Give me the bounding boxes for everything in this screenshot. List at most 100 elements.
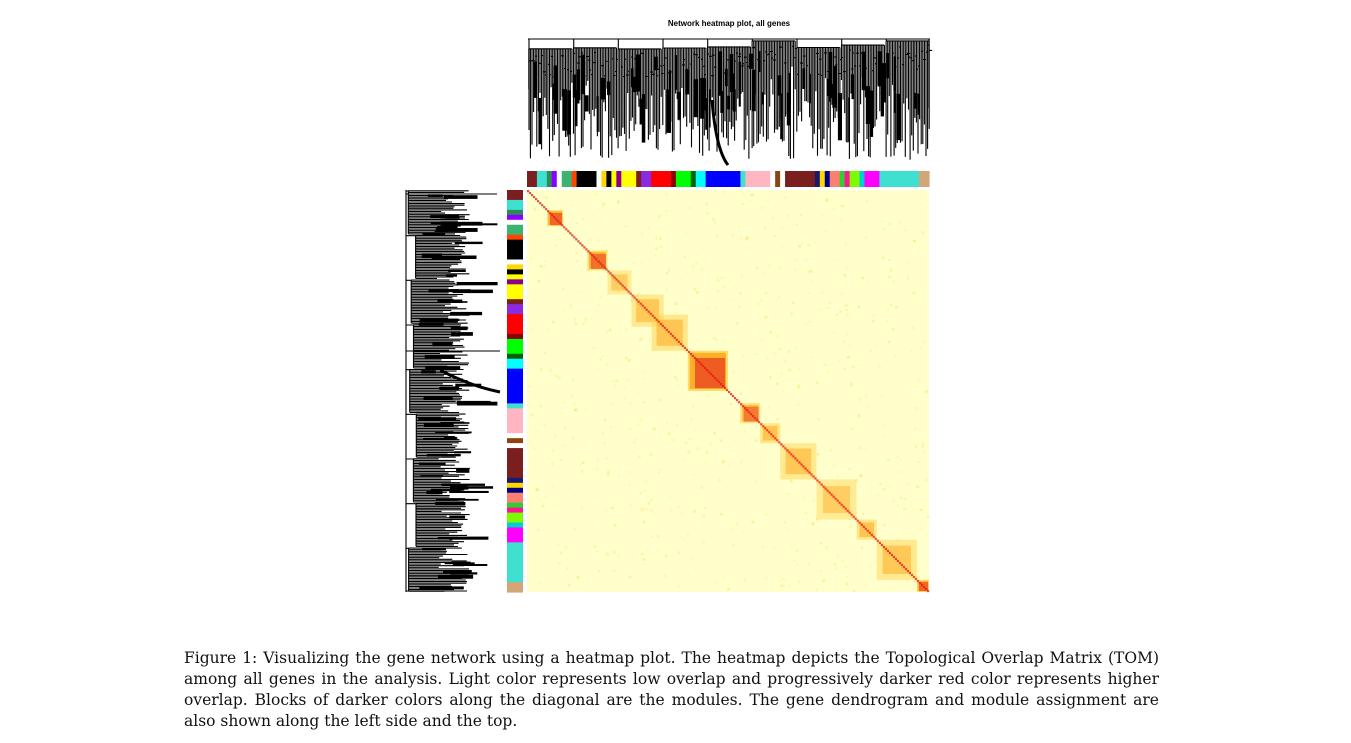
- diagonal-cell: [837, 500, 839, 502]
- dendrogram-leaf-cluster: [607, 81, 611, 95]
- heatmap-cell: [669, 496, 671, 498]
- heatmap-cell: [545, 496, 546, 497]
- dendrogram-leaf-cluster: [636, 55, 640, 92]
- heatmap-cell: [925, 479, 928, 482]
- diagonal-cell: [638, 301, 640, 303]
- heatmap-cell: [789, 404, 790, 405]
- module-color-segment: [507, 403, 523, 409]
- heatmap-cell: [862, 513, 864, 515]
- heatmap-cell: [795, 211, 796, 212]
- diagonal-cell: [587, 250, 589, 252]
- figure-caption: Figure 1: Visualizing the gene network u…: [184, 648, 1159, 732]
- diagonal-cell: [622, 285, 624, 287]
- diagonal-cell: [646, 309, 648, 311]
- heatmap-cell: [559, 239, 561, 241]
- heatmap-cell: [882, 257, 884, 259]
- heatmap-cell: [747, 282, 748, 283]
- heatmap-cell: [695, 430, 697, 432]
- heatmap-cell: [900, 497, 902, 499]
- dendrogram-leaf-cluster: [432, 256, 477, 260]
- heatmap-cell: [829, 302, 831, 304]
- heatmap-cell: [713, 432, 716, 435]
- diagonal-cell: [885, 548, 887, 550]
- diagonal-cell: [541, 204, 543, 206]
- heatmap-cell: [834, 563, 836, 565]
- heatmap-cell: [544, 352, 546, 354]
- heatmap-cell: [830, 449, 832, 451]
- diagonal-cell: [553, 216, 555, 218]
- heatmap-cell: [537, 431, 539, 433]
- module-color-segment: [507, 264, 523, 270]
- heatmap-cell: [891, 435, 892, 436]
- diagonal-cell: [911, 574, 913, 576]
- heatmap-cell: [603, 355, 605, 357]
- module-color-segment: [785, 171, 815, 187]
- heatmap-cell: [708, 490, 710, 492]
- diagonal-cell: [670, 333, 672, 335]
- heatmap-cell: [784, 521, 787, 524]
- diagonal-cell: [740, 403, 742, 405]
- heatmap-cell: [684, 256, 686, 258]
- diagonal-cell: [700, 363, 702, 365]
- heatmap-cell: [597, 239, 599, 241]
- heatmap-cell: [913, 580, 915, 582]
- diagonal-cell: [764, 427, 766, 429]
- heatmap-cell: [570, 304, 573, 307]
- heatmap-cell: [784, 360, 787, 363]
- heatmap-cell: [741, 452, 742, 453]
- heatmap-cell: [918, 461, 920, 463]
- dendrogram-leaf-cluster: [718, 51, 722, 96]
- heatmap-cell: [604, 419, 606, 421]
- heatmap-cell: [564, 445, 566, 447]
- heatmap-cell: [886, 320, 888, 322]
- diagonal-cell: [913, 576, 915, 578]
- heatmap-cell: [605, 363, 608, 366]
- diagonal-cell: [835, 498, 837, 500]
- dendrogram-leaf-cluster: [597, 96, 599, 132]
- heatmap-cell: [557, 544, 559, 546]
- heatmap-cell: [707, 395, 709, 397]
- heatmap-cell: [900, 471, 903, 474]
- module-color-segment: [507, 314, 523, 334]
- heatmap-cell: [540, 405, 542, 407]
- heatmap-cell: [911, 386, 912, 387]
- diagonal-cell: [561, 224, 563, 226]
- heatmap-cell: [685, 442, 687, 444]
- diagonal-cell: [804, 467, 806, 469]
- module-color-segment: [507, 240, 523, 260]
- heatmap-cell: [659, 462, 660, 463]
- heatmap-cell: [858, 447, 861, 450]
- heatmap-cell: [731, 528, 734, 531]
- heatmap-cell: [529, 341, 531, 343]
- dendrogram-leaf-cluster: [575, 96, 577, 120]
- heatmap-cell: [697, 447, 700, 450]
- heatmap-cell: [826, 200, 828, 202]
- heatmap-cell: [599, 358, 601, 360]
- heatmap-cell: [857, 333, 858, 334]
- heatmap-cell: [602, 207, 604, 209]
- heatmap-cell: [655, 247, 658, 250]
- dendrogram-leaf-cluster: [427, 491, 443, 494]
- heatmap-cell: [603, 514, 604, 515]
- heatmap-cell: [549, 369, 552, 372]
- diagonal-cell: [905, 568, 907, 570]
- dendrogram-leaf-cluster: [454, 451, 471, 453]
- module-color-segment: [775, 171, 781, 187]
- heatmap-cell: [652, 536, 654, 538]
- module-color-segment: [507, 488, 523, 494]
- diagonal-cell: [714, 377, 716, 379]
- heatmap-cell: [788, 350, 791, 353]
- dendrogram-leaf-cluster: [654, 57, 657, 70]
- heatmap-cell: [846, 333, 848, 335]
- dendrogram-leaf-cluster: [750, 54, 754, 69]
- heatmap-cell: [713, 337, 715, 339]
- heatmap-cell: [757, 469, 758, 470]
- diagonal-cell: [845, 508, 847, 510]
- heatmap-cell: [889, 223, 891, 225]
- heatmap-cell: [806, 420, 807, 421]
- heatmap-cell: [799, 403, 801, 405]
- heatmap-cell: [740, 393, 742, 395]
- heatmap-cell: [613, 551, 616, 554]
- heatmap-cell: [728, 464, 730, 466]
- heatmap-cell: [663, 476, 664, 477]
